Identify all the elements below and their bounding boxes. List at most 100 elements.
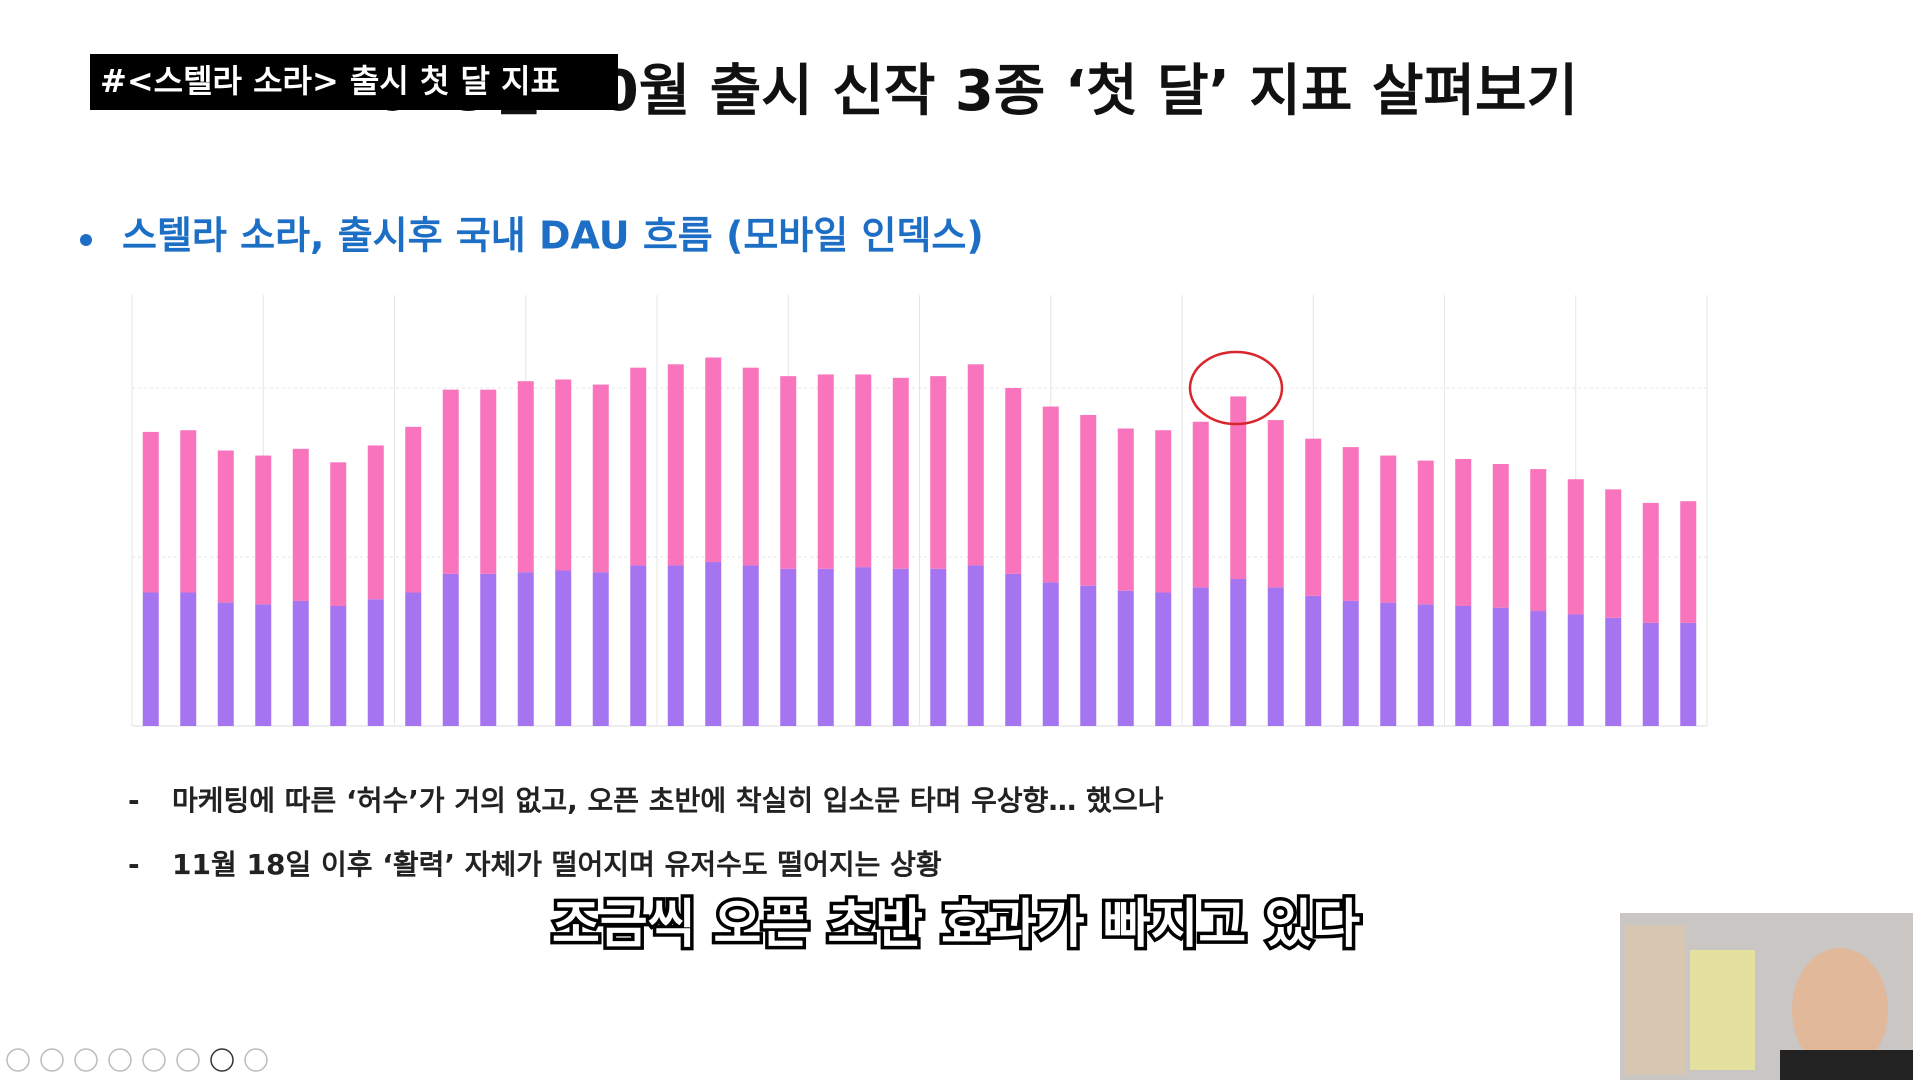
bar-segment — [1605, 489, 1622, 618]
bar-segment — [1005, 573, 1022, 726]
toolbar-button[interactable] — [6, 1048, 30, 1072]
bar-segment — [180, 592, 197, 726]
poster — [1690, 950, 1755, 1070]
note: 마케팅에 따른 ‘허수’가 거의 없고, 오픈 초반에 착실히 입소문 타며 우… — [172, 784, 1164, 817]
bar-segment — [742, 367, 759, 566]
tag-box — [90, 54, 618, 110]
bar-segment — [1042, 406, 1059, 583]
bar-segment — [1192, 587, 1209, 726]
bar-segment — [1192, 421, 1209, 588]
bar-segment — [1267, 587, 1284, 726]
bar-segment — [817, 568, 834, 726]
toolbar-button[interactable] — [142, 1048, 166, 1072]
bars — [142, 357, 1697, 726]
bar-segment — [1530, 469, 1547, 612]
bar-segment — [592, 384, 609, 573]
bar-segment — [1455, 605, 1472, 726]
bar-segment — [1117, 590, 1134, 726]
bar-segment — [1680, 501, 1697, 623]
bar-segment — [367, 599, 384, 726]
bar-segment — [180, 430, 197, 593]
bar-segment — [1230, 578, 1247, 726]
bar-segment — [405, 592, 422, 726]
dash: - — [128, 784, 140, 817]
bar-segment — [255, 455, 272, 605]
bar-segment — [592, 572, 609, 726]
bar-segment — [1342, 600, 1359, 726]
bar-segment — [255, 604, 272, 726]
bar-segment — [667, 364, 684, 566]
bar-segment — [1230, 396, 1247, 579]
bar-segment — [817, 374, 834, 569]
bar-segment — [405, 426, 422, 593]
bar-segment — [780, 568, 797, 726]
bar-segment — [480, 573, 497, 726]
bar-segment — [1380, 602, 1397, 726]
toolbar-button[interactable] — [40, 1048, 64, 1072]
bar-segment — [517, 572, 534, 726]
bar-segment — [480, 389, 497, 574]
bar-segment — [1680, 622, 1697, 726]
bar-segment — [1305, 595, 1322, 726]
toolbar-button[interactable] — [108, 1048, 132, 1072]
bar-segment — [892, 568, 909, 726]
bar-segment — [1080, 415, 1097, 586]
bar-segment — [555, 570, 572, 726]
bar-segment — [330, 605, 347, 726]
bar-segment — [142, 592, 159, 726]
bar-segment — [292, 448, 309, 601]
bar-segment — [855, 374, 872, 568]
highlight-circle — [1188, 350, 1284, 426]
bar-segment — [1642, 502, 1659, 623]
bar-segment — [1642, 622, 1659, 726]
bar-segment — [1567, 614, 1584, 726]
bar-segment — [967, 565, 984, 726]
poster — [1625, 925, 1685, 1075]
bar-segment — [780, 376, 797, 569]
note: 11월 18일 이후 ‘활력’ 자체가 떨어지며 유저수도 떨어지는 상황 — [172, 848, 942, 881]
subtitle-caption: 조금씩 오픈 초반 효과가 빠지고 있다 — [552, 895, 1360, 955]
bar-segment — [705, 562, 722, 726]
toolbar-button[interactable] — [244, 1048, 268, 1072]
bar-segment — [742, 565, 759, 726]
bullet — [80, 234, 92, 246]
bar-segment — [630, 565, 647, 726]
bar-segment — [1267, 420, 1284, 588]
bar-segment — [292, 600, 309, 726]
bar-segment — [1605, 617, 1622, 726]
bar-segment — [442, 389, 459, 574]
bar-segment — [930, 376, 947, 569]
bar-segment — [142, 431, 159, 593]
bar-segment — [367, 445, 384, 600]
webcam — [1620, 913, 1913, 1080]
bar-segment — [1567, 479, 1584, 615]
bar-segment — [1005, 387, 1022, 574]
bar-segment — [892, 377, 909, 569]
bar-segment — [1305, 438, 1322, 596]
bar-segment — [967, 364, 984, 566]
bar-segment — [555, 379, 572, 571]
bar-segment — [630, 367, 647, 566]
toolbar-button[interactable] — [210, 1048, 234, 1072]
bar-segment — [330, 462, 347, 606]
toolbar-button[interactable] — [74, 1048, 98, 1072]
bar-segment — [1042, 582, 1059, 726]
toolbar-button[interactable] — [176, 1048, 200, 1072]
bar-segment — [1117, 428, 1134, 591]
tag: #<스텔라 소라> 출시 첫 달 지표 — [100, 62, 560, 100]
bar-segment — [442, 573, 459, 726]
bar-segment — [517, 381, 534, 573]
toolbar — [6, 1048, 268, 1072]
bar-segment — [1080, 585, 1097, 726]
bar-segment — [1492, 464, 1509, 608]
person — [1780, 1050, 1913, 1080]
bar-segment — [1530, 611, 1547, 726]
bar-segment — [1417, 604, 1434, 726]
chart-title: 스텔라 소라, 출시후 국내 DAU 흐름 (모바일 인덱스) — [122, 214, 984, 258]
bar-segment — [855, 567, 872, 726]
person — [1792, 948, 1888, 1072]
bar-segment — [217, 602, 234, 726]
bar-segment — [667, 565, 684, 726]
bar-segment — [705, 357, 722, 563]
